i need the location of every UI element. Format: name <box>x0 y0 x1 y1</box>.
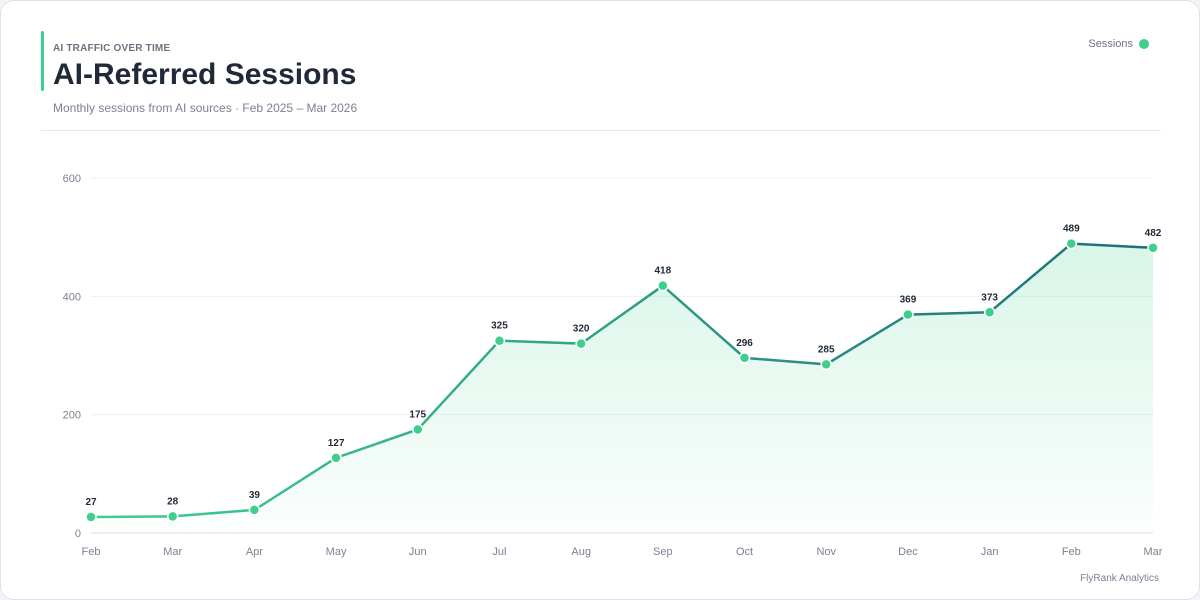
data-label: 285 <box>818 344 835 355</box>
data-point <box>902 308 914 321</box>
x-tick-label: Jan <box>981 546 999 558</box>
x-tick-label: Mar <box>1144 546 1163 558</box>
accent-bar <box>41 31 44 91</box>
x-tick-label: Sep <box>653 546 673 558</box>
x-tick-label: May <box>326 546 347 558</box>
x-tick-label: Apr <box>246 546 263 558</box>
data-label: 28 <box>167 496 179 507</box>
x-tick-label: Mar <box>163 546 182 558</box>
x-tick-label: Aug <box>571 546 591 558</box>
x-tick-label: Jul <box>492 546 506 558</box>
x-tick-label: Feb <box>82 546 101 558</box>
footer-brand: FlyRank Analytics <box>1080 573 1159 584</box>
data-point <box>820 358 832 371</box>
header-divider <box>41 130 1161 131</box>
data-point <box>412 423 424 436</box>
data-label: 320 <box>573 324 590 335</box>
data-label: 489 <box>1063 224 1080 235</box>
legend-swatch <box>1139 39 1149 49</box>
y-tick-label: 200 <box>63 410 81 422</box>
data-point <box>330 452 342 464</box>
x-tick-label: Feb <box>1062 546 1081 558</box>
data-label: 418 <box>655 266 672 277</box>
data-label: 27 <box>85 497 97 508</box>
y-tick-label: 0 <box>75 528 81 540</box>
series-area <box>91 243 1153 534</box>
chart-subtitle: Monthly sessions from AI sources · Feb 2… <box>53 101 358 115</box>
data-label: 373 <box>981 292 998 303</box>
data-label: 127 <box>328 438 345 449</box>
data-point <box>738 352 751 364</box>
chart-title: AI-Referred Sessions <box>53 58 357 91</box>
data-label: 175 <box>409 409 426 420</box>
data-label: 39 <box>249 490 261 501</box>
data-label: 296 <box>736 338 753 349</box>
y-tick-label: 600 <box>63 173 81 185</box>
x-tick-label: Jun <box>409 546 427 558</box>
chart-eyebrow: AI TRAFFIC OVER TIME <box>53 43 171 54</box>
x-tick-label: Oct <box>736 546 753 558</box>
legend-label: Sessions <box>1088 38 1133 50</box>
data-point <box>575 337 587 350</box>
data-point <box>248 504 261 516</box>
data-point <box>493 334 506 347</box>
data-point <box>1147 242 1159 254</box>
data-point <box>1065 237 1078 250</box>
data-label: 325 <box>491 321 508 332</box>
data-point <box>657 279 669 292</box>
data-label: 482 <box>1145 228 1162 239</box>
x-tick-label: Nov <box>816 546 836 558</box>
y-tick-label: 400 <box>63 291 81 303</box>
chart-legend: Sessions <box>1088 38 1149 50</box>
data-point <box>983 306 996 319</box>
data-label: 369 <box>900 295 917 306</box>
series-line-sessions <box>89 242 1155 519</box>
data-point <box>85 511 97 523</box>
data-point <box>166 510 179 523</box>
x-tick-label: Dec <box>898 546 918 558</box>
